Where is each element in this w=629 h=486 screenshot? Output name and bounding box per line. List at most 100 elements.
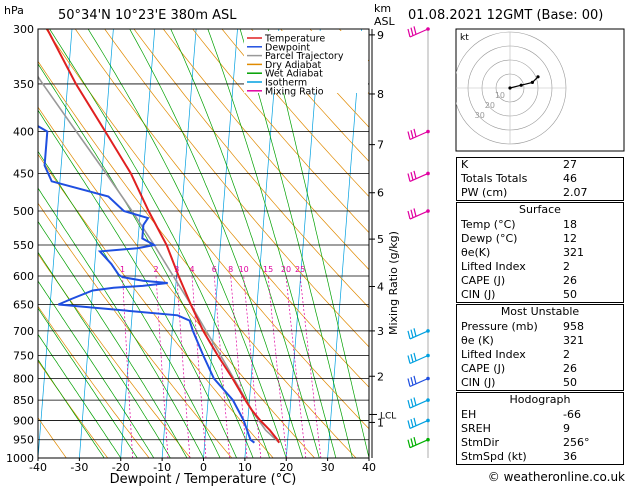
pressure-tick-label: 400 <box>13 126 34 139</box>
legend-label: Dry Adiabat <box>265 60 322 71</box>
isotherm-line <box>38 29 73 458</box>
index-label: θe (K) <box>461 334 494 347</box>
index-label: Temp (°C) <box>461 218 516 231</box>
temperature-line <box>46 29 281 444</box>
wind-barb <box>407 26 430 38</box>
index-row: CIN (J) 50 <box>457 376 625 390</box>
legend-box <box>244 31 368 93</box>
pressure-tick-label: 900 <box>13 414 34 427</box>
index-label: StmDir <box>461 436 500 449</box>
index-label: StmSpd (kt) <box>461 450 527 463</box>
x-tick-label: 30 <box>321 461 335 474</box>
index-label: Lifted Index <box>461 348 526 361</box>
mixing-ratio-labels: 1 2 3 4 6 8 10 15 20 25 <box>120 265 305 274</box>
pressure-tick-label: 650 <box>13 299 34 312</box>
pressure-tick-label: 950 <box>13 434 34 447</box>
legend-label: Wet Adiabat <box>265 69 323 80</box>
wind-barb <box>407 375 430 388</box>
legend-label: Mixing Ratio <box>265 86 324 97</box>
km-tick-label: 7 <box>377 139 384 152</box>
x-tick-label: -10 <box>153 461 171 474</box>
isotherm-line <box>203 29 238 458</box>
index-row: Temp (°C) 18 <box>457 218 625 232</box>
isotherm-line <box>79 29 114 458</box>
pressure-tick-label: 500 <box>13 205 34 218</box>
hodograph-point <box>508 86 512 90</box>
sounding-series <box>38 29 281 444</box>
index-label: CAPE (J) <box>461 362 506 375</box>
isotherm-lines <box>38 29 369 458</box>
index-value: 26 <box>563 274 577 287</box>
km-tick-label: 9 <box>377 29 384 42</box>
pressure-tick-label: 350 <box>13 78 34 91</box>
x-tick-label: 40 <box>362 461 376 474</box>
x-tick-label: -20 <box>112 461 130 474</box>
mixing-ratio-line <box>299 275 322 458</box>
index-row: Lifted Index 2 <box>457 348 625 362</box>
x-axis-label: Dewpoint / Temperature (°C) <box>110 472 297 486</box>
mixing-ratio-label: 6 <box>212 265 217 274</box>
index-value: 36 <box>563 450 577 463</box>
wet-adiabat-line <box>38 333 122 458</box>
km-tick-label: 1 <box>377 416 384 429</box>
index-value: 321 <box>563 246 584 259</box>
wind-barb <box>407 436 430 449</box>
index-row: CAPE (J) 26 <box>457 362 625 376</box>
index-value: 12 <box>563 232 577 245</box>
hodograph-point <box>530 80 535 84</box>
index-label: K <box>461 158 469 171</box>
mixing-ratio-label: 10 <box>239 265 249 274</box>
index-label: Lifted Index <box>461 260 526 273</box>
surface-title: Surface <box>519 203 561 216</box>
index-row: PW (cm) 2.07 <box>457 186 625 200</box>
index-label: PW (cm) <box>461 186 508 199</box>
datetime-title: 01.08.2021 12GMT (Base: 00) <box>408 8 603 23</box>
km-tick-label: 6 <box>377 187 384 200</box>
hpa-unit: hPa <box>4 4 24 17</box>
mixing-ratio-label: 8 <box>228 265 233 274</box>
index-label: θe(K) <box>461 246 491 259</box>
temperature-axis: -40 -30 -20 -10 0 10 20 30 40 <box>29 458 376 474</box>
index-label: SREH <box>461 422 491 435</box>
most-unstable-box: Most Unstable Pressure (mb) 958 θe (K) 321 L… <box>456 304 624 391</box>
index-row: StmDir 256° <box>457 436 625 450</box>
index-value: 46 <box>563 172 577 185</box>
wind-barb <box>407 417 430 430</box>
pressure-tick-label: 450 <box>13 167 34 180</box>
mixing-ratio-line <box>213 275 230 458</box>
pressure-tick-label: 750 <box>13 349 34 362</box>
legend-label: Temperature <box>264 34 325 45</box>
mixing-ratio-line <box>176 275 191 458</box>
index-value: 27 <box>563 158 577 171</box>
mixing-ratio-label: 15 <box>263 265 273 274</box>
index-row: K 27 <box>457 158 625 172</box>
mixing-ratio-label: 2 <box>153 265 158 274</box>
wind-barb <box>407 328 430 340</box>
isotherm-line <box>244 29 280 458</box>
mixing-ratio-line <box>285 275 307 458</box>
index-label: EH <box>461 408 477 421</box>
wet-adiabat-line <box>38 307 138 458</box>
index-value: 256° <box>563 436 590 449</box>
wind-barb <box>407 352 430 365</box>
mixing-ratio-line <box>243 275 262 458</box>
footer-credit: © weatheronline.co.uk <box>487 470 625 484</box>
hodograph-unit: kt <box>460 33 469 43</box>
mixing-ratio-label: 4 <box>189 265 194 274</box>
lcl-label: LCL <box>380 411 396 421</box>
indices-top-box: K 27 Totals Totals 46 PW (cm) 2.07 <box>456 157 624 201</box>
index-label: CAPE (J) <box>461 274 506 287</box>
index-value: 50 <box>563 288 577 301</box>
wet-adiabat-line <box>38 359 105 458</box>
isotherm-line <box>161 29 197 458</box>
wind-barb <box>407 397 430 409</box>
hodograph-ring-label: 20 <box>485 101 495 110</box>
hodograph-ring-label: 30 <box>475 111 485 120</box>
indices-panel: K 27 Totals Totals 46 PW (cm) 2.07 Surface Te… <box>456 157 624 466</box>
wind-barb <box>407 208 430 220</box>
x-tick-label: -40 <box>29 461 47 474</box>
dry-adiabat-line <box>38 202 233 458</box>
